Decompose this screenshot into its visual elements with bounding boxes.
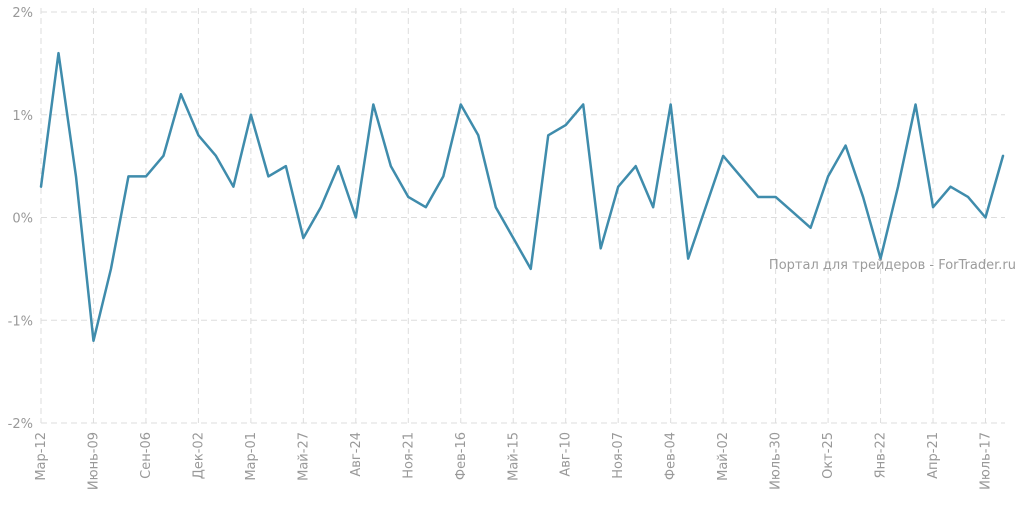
- data-point: [440, 173, 446, 179]
- data-point: [335, 163, 341, 169]
- x-tick-label: Дек-02: [191, 432, 206, 479]
- data-point: [178, 91, 184, 97]
- data-point: [160, 153, 166, 159]
- x-tick-label: Авг-10: [559, 432, 574, 477]
- data-point: [213, 153, 219, 159]
- data-point: [1000, 153, 1006, 159]
- data-point: [528, 266, 534, 272]
- data-point: [650, 204, 656, 210]
- data-point: [755, 194, 761, 200]
- y-tick-label: -1%: [8, 314, 33, 329]
- y-tick-label: 1%: [12, 109, 33, 124]
- x-tick-label: Мар-12: [34, 432, 49, 481]
- data-point: [283, 163, 289, 169]
- y-axis-ticks: 2% 1% 0% -1% -2%: [8, 6, 33, 432]
- data-point: [108, 266, 114, 272]
- data-point: [598, 245, 604, 251]
- x-tick-label: Июнь-09: [86, 432, 101, 490]
- x-tick-label: Июль-30: [769, 432, 784, 490]
- data-point: [318, 204, 324, 210]
- data-point: [825, 173, 831, 179]
- data-point: [948, 184, 954, 190]
- data-point: [248, 112, 254, 118]
- data-point: [668, 101, 674, 107]
- grid: [40, 8, 1005, 424]
- data-point: [790, 209, 796, 215]
- x-tick-label: Янв-22: [874, 432, 889, 478]
- data-point: [685, 256, 691, 262]
- data-point: [38, 184, 44, 190]
- data-point: [913, 101, 919, 107]
- data-point: [55, 50, 61, 56]
- x-tick-label: Май-15: [506, 432, 521, 481]
- data-point: [983, 215, 989, 221]
- x-tick-label: Апр-21: [926, 432, 941, 479]
- data-point: [125, 173, 131, 179]
- data-point: [353, 215, 359, 221]
- data-point: [720, 153, 726, 159]
- data-point: [773, 194, 779, 200]
- watermark-text: Портал для трейдеров - ForTrader.ru: [769, 258, 1016, 273]
- data-point: [300, 235, 306, 241]
- data-point: [195, 132, 201, 138]
- y-tick-label: -2%: [8, 417, 33, 432]
- series-line: [39, 51, 1005, 343]
- x-tick-label: Фев-04: [664, 432, 679, 480]
- data-point: [405, 194, 411, 200]
- data-point: [423, 204, 429, 210]
- data-point: [458, 101, 464, 107]
- x-tick-label: Авг-24: [349, 432, 364, 477]
- data-point: [633, 163, 639, 169]
- x-tick-label: Ноя-21: [401, 432, 416, 479]
- data-point: [265, 173, 271, 179]
- data-point: [475, 132, 481, 138]
- x-tick-label: Сен-06: [139, 432, 154, 479]
- data-point: [545, 132, 551, 138]
- y-tick-label: 0%: [12, 212, 33, 227]
- x-tick-label: Окт-25: [821, 432, 836, 479]
- y-tick-label: 2%: [12, 6, 33, 21]
- data-point: [808, 225, 814, 231]
- data-point: [580, 101, 586, 107]
- data-point: [738, 173, 744, 179]
- data-point: [615, 184, 621, 190]
- data-point: [930, 204, 936, 210]
- x-tick-label: Май-27: [296, 432, 311, 481]
- data-point: [370, 101, 376, 107]
- data-point: [860, 194, 866, 200]
- data-point: [90, 338, 96, 344]
- data-point: [510, 235, 516, 241]
- x-tick-label: Июль-17: [979, 432, 994, 490]
- data-point: [143, 173, 149, 179]
- x-tick-label: Ноя-07: [611, 432, 626, 479]
- data-point: [563, 122, 569, 128]
- x-tick-label: Фев-16: [454, 432, 469, 480]
- data-point: [843, 143, 849, 149]
- x-tick-label: Май-02: [716, 432, 731, 481]
- x-tick-label: Мар-01: [244, 432, 259, 481]
- data-point: [493, 204, 499, 210]
- series-layer: [38, 50, 1006, 344]
- data-point: [895, 184, 901, 190]
- data-point: [703, 204, 709, 210]
- x-axis-ticks: Мар-12 Июнь-09 Сен-06 Дек-02 Мар-01 Май-27 Авг…: [34, 432, 994, 490]
- data-point: [388, 163, 394, 169]
- data-point: [230, 184, 236, 190]
- data-point: [73, 173, 79, 179]
- data-point: [965, 194, 971, 200]
